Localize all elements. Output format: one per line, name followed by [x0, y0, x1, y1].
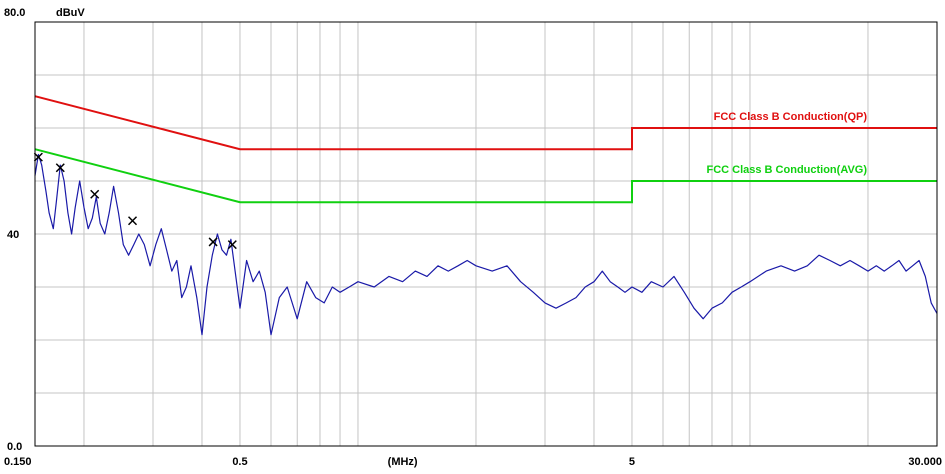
peak-marker [55, 163, 65, 173]
limit-label: FCC Class B Conduction(AVG) [706, 164, 867, 176]
limit-label: FCC Class B Conduction(QP) [714, 111, 868, 123]
peak-marker [33, 152, 43, 162]
chart-grid [35, 22, 938, 446]
peak-marker-stroke [127, 216, 138, 226]
x-tick-label: 30.000 [908, 456, 942, 468]
y-tick-label: 40 [7, 229, 19, 241]
plot-frame [34, 21, 938, 447]
peak-marker [127, 216, 138, 226]
x-unit-label: (MHz) [388, 456, 418, 468]
peak-marker-stroke [208, 237, 218, 247]
peak-marker-stroke [33, 152, 43, 162]
y-unit-label: dBuV [56, 7, 85, 19]
x-tick-label: 0.150 [4, 456, 32, 468]
peak-marker [208, 237, 218, 247]
axis-labels: 80.0 dBuV 40 0.0 0.150 0.5 5 30.000 (MHz) [4, 7, 942, 468]
peak-markers [33, 152, 237, 250]
limit-line [34, 148, 937, 204]
limit-line [34, 95, 937, 151]
measurement-series [34, 153, 938, 336]
peak-marker [227, 240, 237, 250]
x-tick-label: 0.5 [232, 456, 247, 468]
series-line [34, 153, 938, 336]
limit-lines: FCC Class B Conduction(QP) FCC Class B Co… [34, 95, 937, 204]
x-tick-label: 5 [629, 456, 635, 468]
peak-marker [90, 189, 100, 199]
peak-marker-stroke [55, 163, 65, 173]
y-axis-top-label: 80.0 [4, 7, 25, 19]
y-tick-label: 0.0 [7, 441, 22, 453]
peak-marker-stroke [90, 189, 100, 199]
peak-marker-stroke [227, 240, 237, 250]
